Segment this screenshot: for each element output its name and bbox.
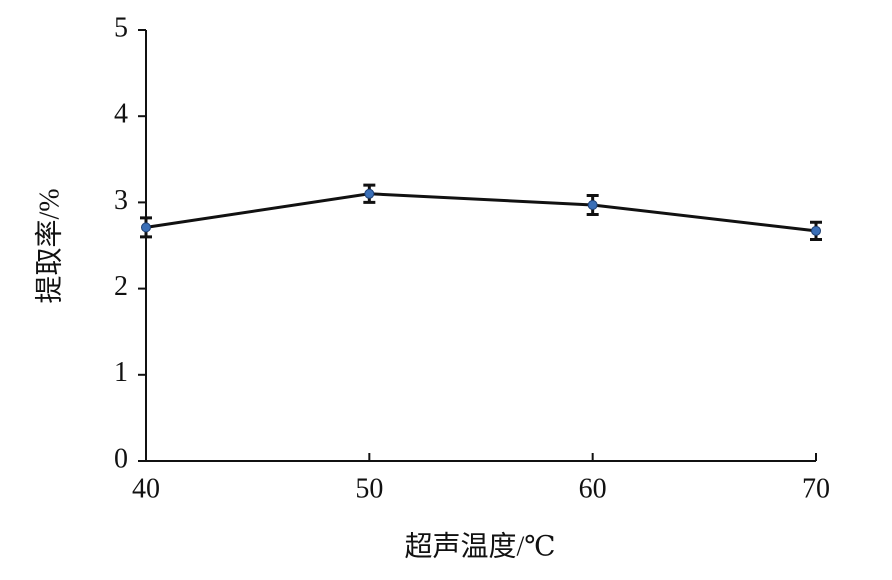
y-axis-label: 提取率/%: [33, 188, 65, 303]
x-tick-label: 40: [132, 473, 160, 504]
marker: [364, 188, 375, 199]
y-tick-label: 3: [114, 185, 128, 216]
x-tick-label: 50: [355, 473, 383, 504]
y-tick-label: 1: [114, 357, 128, 388]
x-axis-label: 超声温度/℃: [404, 530, 555, 562]
y-tick-label: 0: [114, 443, 128, 474]
y-tick-label: 2: [114, 271, 128, 302]
y-tick-label: 4: [114, 99, 128, 130]
marker: [141, 222, 151, 233]
y-tick-label: 5: [114, 12, 128, 43]
x-tick-label: 70: [802, 473, 830, 504]
line: [145, 192, 817, 233]
x-tick-label: 60: [579, 473, 607, 504]
marker: [811, 225, 821, 236]
marker: [587, 199, 598, 210]
